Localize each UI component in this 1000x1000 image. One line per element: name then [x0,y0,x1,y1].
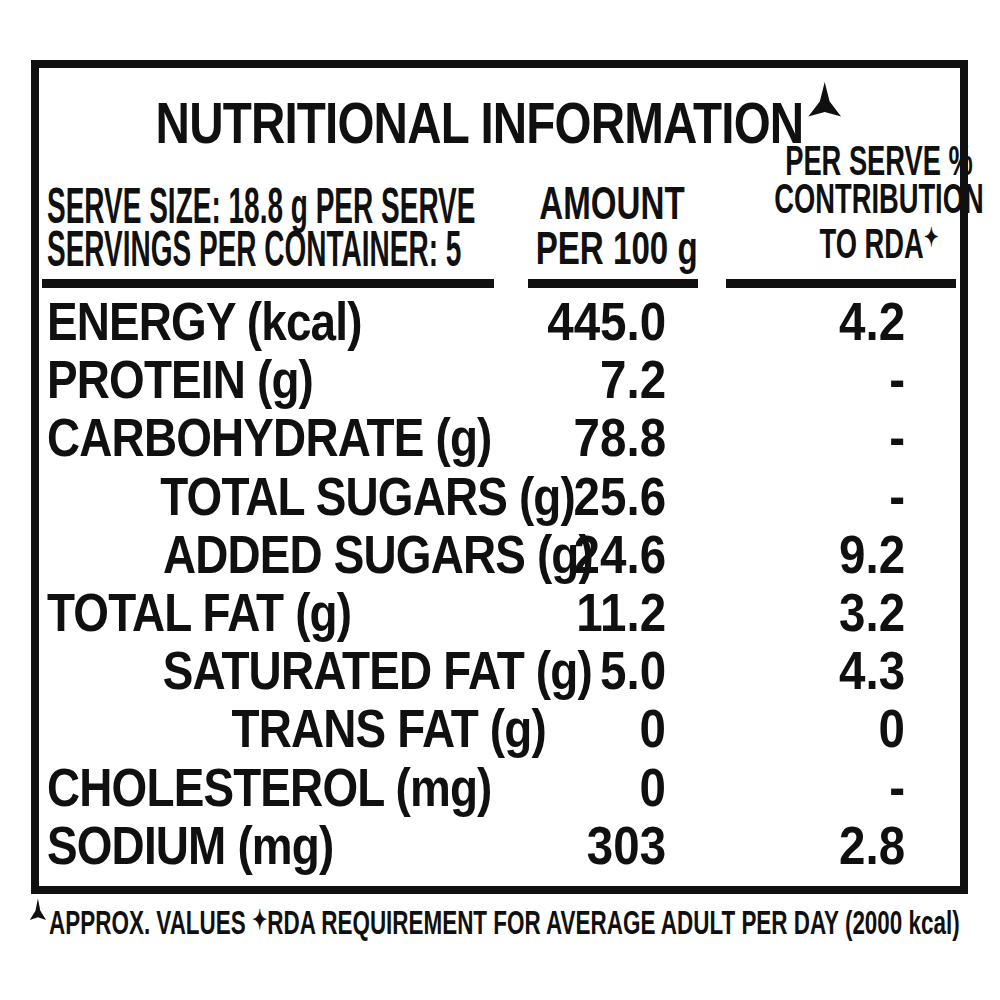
title-row: NUTRITIONAL INFORMATION [47,81,953,143]
table-row-saturated-fat: SATURATED FAT (g) 5.0 4.3 [47,641,953,699]
table-row-cholesterol: CHOLESTEROL (mg) 0 - [47,758,953,816]
nutrient-label: SODIUM (mg) [47,814,506,876]
rda-cell: 2.8 [666,814,953,876]
rda-value: - [889,756,905,818]
amount-value: 445.0 [547,290,666,352]
amount-value: 24.6 [574,523,666,585]
tri-star-icon [28,898,48,924]
rda-cell: 3.2 [666,581,953,643]
amount-value: 78.8 [574,406,666,468]
rda-cell: - [666,756,953,818]
nutrient-label: CHOLESTEROL (mg) [47,756,506,818]
nutrient-label: ENERGY (kcal) [47,290,506,352]
nutrient-label: TOTAL FAT (g) [47,581,506,643]
nutrient-label-text: TRANS FAT (g) [232,697,546,759]
page-title-text: NUTRITIONAL INFORMATION [156,90,804,155]
rda-cell: - [666,348,953,410]
rda-value: 9.2 [839,523,905,585]
nutrient-label: TRANS FAT (g) [47,697,506,759]
amount-cell: 78.8 [506,406,666,468]
nutrient-label-text: TOTAL SUGARS (g) [160,465,575,527]
table-row-protein: PROTEIN (g) 7.2 - [47,350,953,408]
rda-value: - [889,465,905,527]
rda-value: 4.2 [839,290,905,352]
nutrient-label-text: TOTAL FAT (g) [47,581,351,643]
nutrient-label: CARBOHYDRATE (g) [47,406,506,468]
nutrient-label-text: CARBOHYDRATE (g) [47,406,492,468]
rda-cell: - [666,406,953,468]
nutrient-label-text: ENERGY (kcal) [47,290,362,352]
amount-value: 5.0 [600,639,666,701]
amount-header-line2: PER 100 g [536,226,689,271]
nutrient-label-text: CHOLESTEROL (mg) [47,756,492,818]
table-row-trans-fat: TRANS FAT (g) 0 0 [47,699,953,757]
rda-cell: 4.2 [666,290,953,352]
rda-cell: 9.2 [666,523,953,585]
nutrient-label: PROTEIN (g) [47,348,506,410]
nutrient-label-text: PROTEIN (g) [47,348,313,410]
header-rule-amount-col [528,279,698,288]
nutrient-label-text: SATURATED FAT (g) [163,639,592,701]
page-title: NUTRITIONAL INFORMATION [156,81,845,153]
rda-header-line3-text: TO RDA [820,220,924,267]
table-row-added-sugars: ADDED SUGARS (g) 24.6 9.2 [47,525,953,583]
nutrient-label-text: ADDED SUGARS (g) [163,523,593,585]
table-row-total-fat: TOTAL FAT (g) 11.2 3.2 [47,583,953,641]
amount-cell: 7.2 [506,348,666,410]
table-row-energy: ENERGY (kcal) 445.0 4.2 [47,292,953,350]
header-rule-rda-col [726,279,956,288]
amount-column-header: AMOUNT PER 100 g [506,181,718,271]
amount-value: 0 [640,697,666,759]
footnote-rda-text: RDA REQUIREMENT FOR AVERAGE ADULT PER DA… [267,903,959,941]
rda-cell: 4.3 [666,639,953,701]
amount-value: 25.6 [574,465,666,527]
header-rules [47,279,953,288]
servings-per-container-line: SERVINGS PER CONTAINER: 5 [47,228,304,271]
nutrition-table-body: ENERGY (kcal) 445.0 4.2 PROTEIN (g) 7.2 … [47,292,953,874]
footnote-text: APPROX. VALUES✦RDA REQUIREMENT FOR AVERA… [28,898,960,941]
amount-header-line1: AMOUNT [536,181,689,226]
four-point-star-icon: ✦ [924,222,938,252]
table-row-total-sugars: TOTAL SUGARS (g) 25.6 - [47,467,953,525]
rda-cell: 0 [666,697,953,759]
nutrient-label: TOTAL SUGARS (g) [47,465,506,527]
table-row-carbohydrate: CARBOHYDRATE (g) 78.8 - [47,408,953,466]
four-point-star-icon: ✦ [252,905,267,935]
amount-cell: 445.0 [506,290,666,352]
rda-value: 2.8 [839,814,905,876]
amount-value: 11.2 [576,581,666,643]
serve-info-header: SERVE SIZE: 18.8 g PER SERVE SERVINGS PE… [47,185,506,271]
table-row-sodium: SODIUM (mg) 303 2.8 [47,816,953,874]
amount-value: 7.2 [600,348,666,410]
amount-value: 0 [640,756,666,818]
amount-value: 303 [587,814,666,876]
amount-cell: 303 [506,814,666,876]
rda-value: 0 [879,697,905,759]
header-rule-label-col [42,279,494,288]
nutrient-label: ADDED SUGARS (g) [47,523,506,585]
rda-cell: - [666,465,953,527]
table-header: SERVE SIZE: 18.8 g PER SERVE SERVINGS PE… [47,143,953,271]
rda-header-line3: TO RDA✦ [774,218,983,263]
nutrient-label: SATURATED FAT (g) [47,639,506,701]
rda-header-line2: CONTRIBUTION [774,180,983,218]
rda-column-header: PER SERVE % CONTRIBUTION TO RDA✦ [718,142,1000,271]
rda-value: - [889,406,905,468]
rda-value: 4.3 [839,639,905,701]
amount-cell: 11.2 [506,581,666,643]
tri-star-icon [805,81,844,123]
nutrition-label-panel: NUTRITIONAL INFORMATION SERVE SIZE: 18.8… [31,60,968,894]
footnote-approx-text: APPROX. VALUES [49,903,246,941]
footnote: APPROX. VALUES✦RDA REQUIREMENT FOR AVERA… [28,898,993,941]
rda-value: - [889,348,905,410]
nutrient-label-text: SODIUM (mg) [47,814,333,876]
rda-value: 3.2 [839,581,905,643]
amount-cell: 0 [506,756,666,818]
